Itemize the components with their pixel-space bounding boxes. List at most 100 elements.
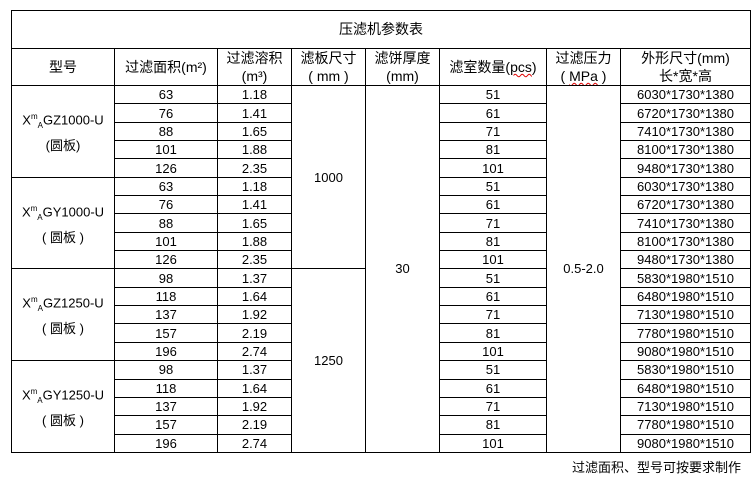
table-row: 196 2.74 101 9080*1980*1510 [12,433,751,453]
volume-cell: 2.35 [217,250,292,270]
table-row: 126 2.35 101 9480*1730*1380 [12,158,751,178]
header-cake-unit: (mm) [386,68,419,84]
volume-cell: 1.37 [217,268,292,288]
cake-thickness-cell: 30 [365,85,440,453]
chambers-cell: 61 [439,286,547,307]
header-plate-size: 滤板尺寸 ( mm ) [291,48,366,86]
table-row: 76 1.41 61 6720*1730*1380 [12,103,751,123]
volume-cell: 1.65 [217,121,292,142]
table-row: 88 1.65 71 7410*1730*1380 [12,213,751,233]
dimensions-cell: 8100*1730*1380 [620,140,751,160]
dimensions-cell: 6030*1730*1380 [620,176,751,197]
model-sub: A [37,212,43,222]
model-note: ( 圆板 ) [42,412,84,428]
area-cell: 137 [114,305,218,325]
filter-press-parameter-table: 压滤机参数表 型号 过滤面积(m²) 过滤溶积 (m³) 滤板尺寸( mm ) 滤… [11,10,751,453]
dimensions-cell: 7780*1980*1510 [620,415,751,435]
chambers-cell: 61 [439,195,547,215]
dimensions-cell: 7780*1980*1510 [620,323,751,343]
chambers-cell: 61 [439,103,547,123]
volume-cell: 1.88 [217,140,292,160]
volume-cell: 1.88 [217,231,292,252]
dimensions-cell: 9480*1730*1380 [620,250,751,270]
area-cell: 63 [114,84,218,105]
volume-cell: 1.37 [217,360,292,380]
model-prefix: X [21,387,31,403]
header-volume-unit: (m³) [241,68,268,84]
area-cell: 76 [114,103,218,123]
volume-cell: 2.74 [217,341,292,362]
model-sub: A [37,395,43,405]
dimensions-cell: 9080*1980*1510 [620,341,751,362]
model-sup: m [30,111,38,121]
area-cell: 98 [114,268,218,288]
header-plate-unit: ( mm ) [308,68,349,84]
header-chambers-unit: pcs [510,59,532,75]
dimensions-cell: 5830*1980*1510 [620,360,751,380]
table-row: 196 2.74 101 9080*1980*1510 [12,341,751,362]
chambers-cell: 51 [439,176,547,197]
dimensions-cell: 6480*1980*1510 [620,286,751,307]
chambers-cell: 101 [439,433,547,453]
volume-cell: 1.18 [217,84,292,105]
chambers-cell: 51 [439,268,547,288]
chambers-cell: 101 [439,341,547,362]
dimensions-cell: 6480*1980*1510 [620,378,751,398]
model-prefix: X [21,203,31,219]
header-volume-label: 过滤溶积 [226,50,283,66]
model-cell: XmAGY1000-U ( 圆板 ) [11,176,115,270]
volume-cell: 2.35 [217,158,292,178]
area-cell: 98 [114,360,218,380]
dimensions-cell: 9480*1730*1380 [620,158,751,178]
volume-cell: 1.41 [217,195,292,215]
dimensions-cell: 7130*1980*1510 [620,396,751,417]
header-model: 型号 [11,48,115,86]
volume-cell: 2.74 [217,433,292,453]
header-chambers: 滤室数量(pcs) [439,48,547,86]
chambers-cell: 81 [439,415,547,435]
dimensions-cell: 6030*1730*1380 [620,84,751,105]
header-plate-label: 滤板尺寸 [300,50,357,66]
dimensions-cell: 7130*1980*1510 [620,305,751,325]
dimensions-cell: 5830*1980*1510 [620,268,751,288]
footnote: 过滤面积、型号可按要求制作 [571,460,741,475]
model-name: GY1250-U [42,387,105,403]
area-cell: 126 [114,250,218,270]
model-sub: A [37,304,43,314]
chambers-cell: 71 [439,396,547,417]
header-volume: 过滤溶积 (m³) [217,48,292,86]
model-name: GY1000-U [42,203,105,219]
chambers-cell: 51 [439,84,547,105]
table-row: 137 1.92 71 7130*1980*1510 [12,305,751,325]
model-note: ( 圆板 ) [42,321,84,337]
area-cell: 88 [114,121,218,142]
pressure-cell: 0.5-2.0 [546,85,621,453]
model-sub: A [37,120,43,130]
model-sup: m [30,295,38,305]
chambers-cell: 51 [439,360,547,380]
table-title: 压滤机参数表 [11,10,751,49]
chambers-cell: 101 [439,158,547,178]
model-name: GZ1250-U [42,295,104,311]
header-dimensions-sub: 长*宽*高 [659,68,712,84]
area-cell: 118 [114,378,218,398]
plate-size-cell: 1250 [291,268,366,453]
volume-cell: 1.64 [217,378,292,398]
model-sup: m [30,203,38,213]
header-chambers-close: ) [531,59,537,75]
header-pressure-open: ( [560,68,570,84]
chambers-cell: 71 [439,305,547,325]
model-sup: m [30,387,38,397]
chambers-cell: 71 [439,213,547,233]
volume-cell: 2.19 [217,415,292,435]
header-cake-thickness: 滤饼厚度 (mm) [365,48,440,86]
model-cell: XmAGY1250-U ( 圆板 ) [11,360,115,453]
header-dimensions: 外形尺寸(mm) 长*宽*高 [620,48,751,86]
area-cell: 137 [114,396,218,417]
volume-cell: 1.92 [217,396,292,417]
model-note: (圆板) [45,137,81,153]
volume-cell: 1.18 [217,176,292,197]
model-prefix: X [22,112,31,128]
header-chambers-label: 滤室数量( [449,59,511,75]
area-cell: 101 [114,231,218,252]
